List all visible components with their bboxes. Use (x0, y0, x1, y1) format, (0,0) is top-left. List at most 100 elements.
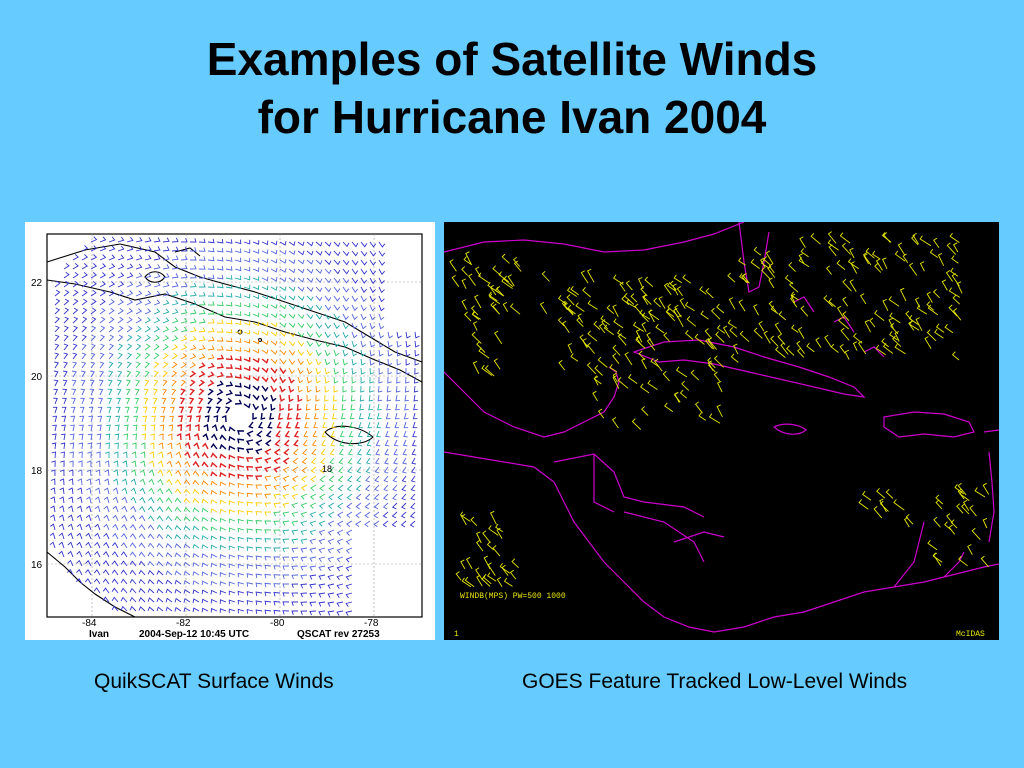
quikscat-barb (153, 272, 161, 279)
quikscat-barb (219, 481, 227, 487)
quikscat-barb (176, 442, 182, 450)
quikscat-barb (279, 277, 287, 283)
goes-barb (634, 303, 644, 317)
quikscat-barb (351, 295, 358, 302)
quikscat-barb (294, 421, 300, 429)
quikscat-barb (293, 430, 299, 438)
quikscat-barb (228, 599, 236, 605)
quikscat-barb (203, 423, 209, 432)
quikscat-barb (157, 469, 164, 477)
goes-barb (486, 541, 494, 551)
quikscat-barb (147, 606, 155, 612)
goes-barb (476, 531, 482, 544)
quikscat-barb (121, 478, 128, 486)
quikscat-barb (149, 451, 155, 459)
quikscat-barb (162, 370, 168, 378)
quikscat-barb (68, 469, 74, 477)
quikscat-barb (309, 493, 317, 500)
quikscat-barb (117, 334, 124, 342)
quikscat-barb (117, 370, 123, 378)
quikscat-barb (52, 415, 58, 423)
quikscat-barb (219, 471, 227, 478)
quikscat-barb (300, 520, 308, 527)
quikscat-barb (60, 460, 65, 468)
quikscat-barb (105, 442, 110, 450)
goes-barb (915, 317, 923, 331)
goes-barb (682, 274, 692, 284)
quikscat-barb (99, 307, 106, 315)
quikscat-barb (106, 406, 112, 414)
quikscat-barb (282, 511, 290, 517)
quikscat-barb (103, 487, 110, 495)
quikscat-barb (207, 283, 215, 288)
quikscat-barb (336, 574, 344, 581)
x-tick-84: -84 (82, 618, 97, 629)
quikscat-barb (265, 430, 272, 438)
quikscat-barb (117, 307, 124, 315)
quikscat-barb (345, 529, 353, 536)
quikscat-barb (201, 451, 209, 459)
goes-barb (586, 362, 597, 375)
quikscat-barb (246, 564, 254, 569)
goes-barb (484, 365, 495, 377)
quikscat-barb (77, 496, 83, 504)
quikscat-barb (297, 313, 305, 320)
quikscat-barb (243, 284, 251, 290)
quikscat-barb (70, 424, 75, 432)
quikscat-barb (50, 505, 56, 513)
quikscat-barb (411, 439, 417, 447)
quikscat-barb (104, 469, 110, 477)
goes-barb (799, 236, 806, 248)
quikscat-barb (183, 588, 191, 594)
quikscat-barb (291, 520, 299, 526)
quikscat-barb (174, 588, 182, 594)
quikscat-barb (288, 340, 296, 347)
footer-rev: QSCAT rev 27253 (297, 629, 380, 640)
quikscat-barb (68, 505, 74, 513)
quikscat-barb (291, 493, 299, 500)
quikscat-barb (120, 578, 128, 585)
goes-barb (982, 517, 988, 529)
quikscat-barb (360, 349, 366, 357)
quikscat-barb (282, 610, 290, 615)
goes-barb (952, 294, 961, 305)
quikscat-barb (378, 286, 385, 294)
quikscat-barb (63, 289, 70, 297)
quikscat-barb (225, 266, 233, 271)
quikscat-barb (228, 463, 236, 469)
goes-barb (487, 572, 497, 582)
quikscat-barb (171, 237, 179, 243)
goes-barb (557, 316, 565, 327)
goes-barb (489, 510, 497, 525)
quikscat-barb (360, 367, 366, 375)
goes-barb (738, 299, 746, 312)
quikscat-barb (234, 239, 242, 245)
quikscat-barb (171, 335, 179, 342)
quikscat-barb (144, 299, 152, 306)
quikscat-barb (234, 302, 242, 308)
quikscat-barb (165, 588, 173, 594)
quikscat-barb (165, 524, 173, 531)
quikscat-barb (350, 403, 355, 411)
quikscat-barb (351, 277, 359, 284)
quikscat-barb (153, 388, 158, 396)
quikscat-barb (225, 355, 233, 361)
quikscat-barb (234, 266, 242, 272)
quikscat-barb (183, 579, 191, 585)
goes-barb (934, 328, 944, 339)
quikscat-barb (246, 528, 254, 533)
quikscat-barb (369, 385, 374, 393)
quikscat-barb (378, 304, 385, 312)
quikscat-barb (396, 331, 402, 339)
quikscat-barb (210, 607, 218, 613)
quikscat-barb (315, 322, 323, 329)
quikscat-barb (225, 406, 231, 414)
quikscat-barb (117, 254, 125, 261)
quikscat-barb (174, 570, 182, 576)
quikscat-barb (318, 610, 326, 616)
goes-barb (786, 345, 795, 356)
goes-barb (640, 383, 650, 394)
quikscat-barb (58, 541, 65, 549)
goes-barb (830, 343, 839, 353)
goes-barb (617, 333, 627, 346)
